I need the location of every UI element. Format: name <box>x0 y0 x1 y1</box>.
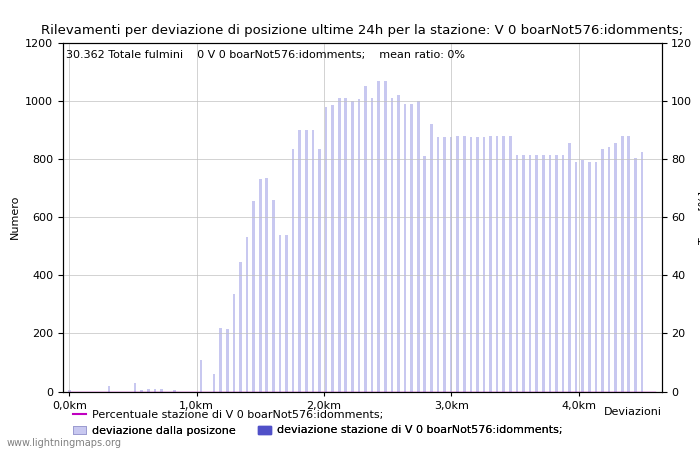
Bar <box>338 98 340 392</box>
Bar <box>391 98 393 392</box>
Bar <box>232 294 235 392</box>
Bar <box>575 162 577 392</box>
Bar <box>582 161 584 392</box>
Bar <box>141 390 143 392</box>
Bar <box>279 234 281 392</box>
Bar <box>608 148 610 392</box>
Bar <box>437 137 440 392</box>
Bar <box>450 137 452 392</box>
Bar <box>292 149 295 392</box>
Text: Deviazioni: Deviazioni <box>603 407 662 417</box>
Bar <box>265 178 268 392</box>
Text: 30.362 Totale fulmini    0 V 0 boarNot576:idomments;    mean ratio: 0%: 30.362 Totale fulmini 0 V 0 boarNot576:i… <box>66 50 465 60</box>
Bar <box>621 136 624 392</box>
Bar <box>147 389 150 392</box>
Bar <box>213 374 216 392</box>
Bar <box>430 124 433 392</box>
Bar <box>549 155 551 392</box>
Legend: Percentuale stazione di V 0 boarNot576:idomments;: Percentuale stazione di V 0 boarNot576:i… <box>69 405 388 424</box>
Bar <box>160 389 163 392</box>
Bar <box>272 200 274 392</box>
Text: www.lightningmaps.org: www.lightningmaps.org <box>7 438 122 448</box>
Bar <box>259 180 262 392</box>
Bar <box>305 130 307 392</box>
Bar <box>344 98 347 392</box>
Bar <box>463 136 466 392</box>
Bar <box>410 104 413 392</box>
Bar <box>298 130 301 392</box>
Bar <box>489 136 492 392</box>
Bar <box>470 137 473 392</box>
Bar <box>627 136 630 392</box>
Bar <box>476 137 479 392</box>
Bar <box>536 155 538 392</box>
Bar <box>384 81 386 392</box>
Bar <box>522 155 525 392</box>
Bar <box>568 143 571 392</box>
Bar <box>509 136 512 392</box>
Bar <box>226 329 229 392</box>
Title: Rilevamenti per deviazione di posizione ultime 24h per la stazione: V 0 boarNot5: Rilevamenti per deviazione di posizione … <box>41 24 683 37</box>
Bar <box>496 136 498 392</box>
Bar <box>456 136 459 392</box>
Bar <box>358 99 360 392</box>
Y-axis label: Numero: Numero <box>10 195 20 239</box>
Bar <box>219 328 222 392</box>
Bar <box>542 155 545 392</box>
Bar <box>351 101 354 392</box>
Bar <box>325 107 328 392</box>
Bar <box>397 95 400 392</box>
Bar <box>516 155 518 392</box>
Bar <box>528 155 531 392</box>
Bar <box>377 81 380 392</box>
Bar <box>615 143 617 392</box>
Bar <box>417 101 419 392</box>
Bar <box>312 130 314 392</box>
Bar <box>134 383 136 392</box>
Bar <box>252 201 255 392</box>
Bar <box>331 105 334 392</box>
Bar <box>199 360 202 392</box>
Bar <box>634 158 637 392</box>
Y-axis label: Tasso [%]: Tasso [%] <box>698 191 700 243</box>
Bar <box>588 162 591 392</box>
Bar <box>404 104 406 392</box>
Bar <box>318 149 321 392</box>
Bar <box>594 162 597 392</box>
Bar <box>424 156 426 392</box>
Bar <box>483 137 485 392</box>
Bar <box>640 152 643 392</box>
Bar <box>364 86 367 392</box>
Bar <box>174 390 176 392</box>
Bar <box>561 155 564 392</box>
Bar <box>153 389 156 392</box>
Bar <box>246 238 248 392</box>
Bar <box>601 149 604 392</box>
Legend: deviazione dalla posizone, deviazione stazione di V 0 boarNot576:idomments;: deviazione dalla posizone, deviazione st… <box>69 421 567 440</box>
Bar <box>443 137 446 392</box>
Bar <box>239 262 241 392</box>
Bar <box>285 234 288 392</box>
Bar <box>555 155 558 392</box>
Bar <box>503 136 505 392</box>
Bar <box>108 386 110 392</box>
Bar <box>68 390 71 392</box>
Bar <box>371 98 373 392</box>
